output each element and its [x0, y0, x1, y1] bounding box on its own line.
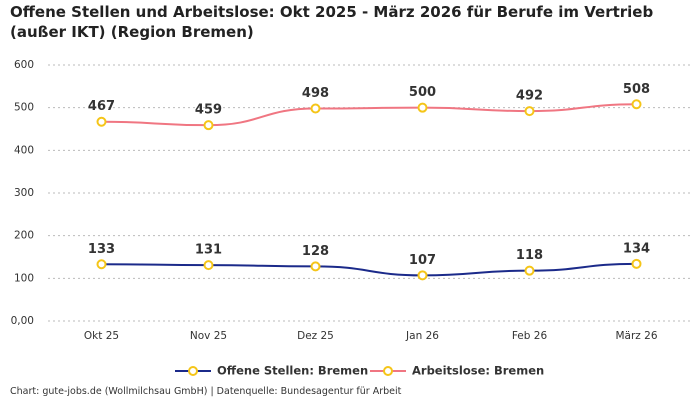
y-tick-label: 400: [14, 144, 34, 156]
source-note: Chart: gute-jobs.de (Wollmilchsau GmbH) …: [10, 386, 402, 397]
data-label: 508: [623, 82, 650, 97]
point-marker: [96, 259, 107, 270]
x-tick-label: Okt 25: [84, 330, 119, 342]
data-label: 131: [195, 243, 222, 258]
point-marker: [310, 261, 321, 272]
data-label: 500: [409, 85, 436, 100]
point-marker: [417, 270, 428, 281]
y-tick-label: 300: [14, 187, 34, 199]
point-marker: [417, 102, 428, 113]
y-tick-label: 600: [14, 59, 34, 71]
y-tick-label: 200: [14, 230, 34, 242]
chart-title: Offene Stellen und Arbeitslose: Okt 2025…: [10, 3, 654, 41]
y-tick-label: 0,00: [11, 315, 34, 327]
point-marker: [203, 120, 214, 131]
legend-marker: [383, 366, 393, 376]
data-label: 467: [88, 99, 115, 114]
point-marker: [310, 103, 321, 114]
legend-label: Arbeitslose: Bremen: [412, 364, 544, 378]
data-label: 118: [516, 248, 543, 263]
data-label: 128: [302, 244, 329, 259]
x-tick-label: Nov 25: [190, 330, 227, 342]
y-tick-label: 500: [14, 102, 34, 114]
point-marker: [96, 116, 107, 127]
point-marker: [524, 106, 535, 117]
data-label: 498: [302, 86, 329, 101]
point-marker: [631, 99, 642, 110]
data-label: 107: [409, 253, 436, 268]
data-label: 134: [623, 241, 650, 256]
data-label: 133: [88, 242, 115, 257]
data-label: 459: [195, 103, 222, 118]
legend-label: Offene Stellen: Bremen: [217, 364, 368, 378]
y-tick-label: 100: [14, 272, 34, 284]
series-line: [101, 262, 637, 277]
data-label: 492: [516, 89, 543, 104]
point-marker: [203, 260, 214, 271]
x-tick-label: Feb 26: [512, 330, 548, 342]
point-marker: [631, 258, 642, 269]
x-tick-label: Jan 26: [405, 330, 439, 342]
x-tick-label: Dez 25: [297, 330, 334, 342]
x-tick-label: März 26: [615, 330, 657, 342]
series-line: [101, 103, 637, 127]
legend-marker: [188, 366, 198, 376]
point-marker: [524, 265, 535, 276]
